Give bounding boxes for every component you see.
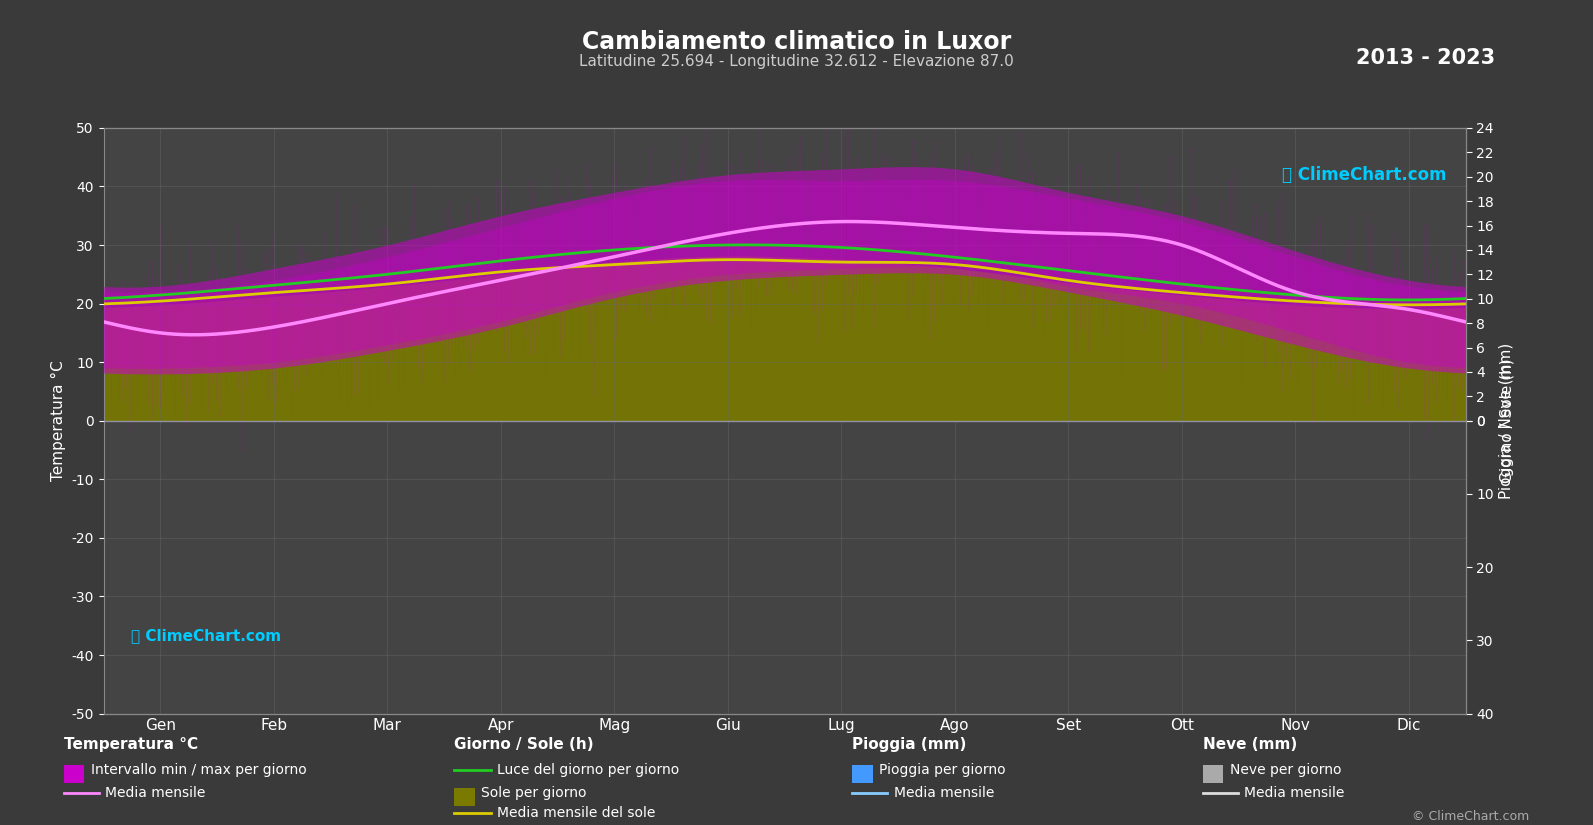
Text: Media mensile del sole: Media mensile del sole xyxy=(497,806,655,820)
Text: Media mensile: Media mensile xyxy=(894,786,994,800)
Y-axis label: Giorno / Sole (h): Giorno / Sole (h) xyxy=(1499,358,1515,483)
Text: Pioggia (mm): Pioggia (mm) xyxy=(852,737,967,752)
Text: Temperatura °C: Temperatura °C xyxy=(64,737,198,752)
Text: Luce del giorno per giorno: Luce del giorno per giorno xyxy=(497,763,679,777)
Text: Cambiamento climatico in Luxor: Cambiamento climatico in Luxor xyxy=(581,30,1012,54)
Text: Neve (mm): Neve (mm) xyxy=(1203,737,1297,752)
Text: Media mensile: Media mensile xyxy=(105,786,205,800)
Text: Sole per giorno: Sole per giorno xyxy=(481,786,586,800)
Text: Pioggia per giorno: Pioggia per giorno xyxy=(879,763,1005,777)
Text: Giorno / Sole (h): Giorno / Sole (h) xyxy=(454,737,594,752)
Y-axis label: Pioggia / Neve (mm): Pioggia / Neve (mm) xyxy=(1499,342,1515,499)
Text: 🌍 ClimeChart.com: 🌍 ClimeChart.com xyxy=(1282,166,1446,184)
Text: Neve per giorno: Neve per giorno xyxy=(1230,763,1341,777)
Y-axis label: Temperatura °C: Temperatura °C xyxy=(51,361,65,481)
Text: © ClimeChart.com: © ClimeChart.com xyxy=(1411,810,1529,823)
Text: Latitudine 25.694 - Longitudine 32.612 - Elevazione 87.0: Latitudine 25.694 - Longitudine 32.612 -… xyxy=(580,54,1013,69)
Text: Intervallo min / max per giorno: Intervallo min / max per giorno xyxy=(91,763,306,777)
Text: 2013 - 2023: 2013 - 2023 xyxy=(1356,48,1496,68)
Text: Media mensile: Media mensile xyxy=(1244,786,1344,800)
Text: 🌍 ClimeChart.com: 🌍 ClimeChart.com xyxy=(131,629,280,644)
